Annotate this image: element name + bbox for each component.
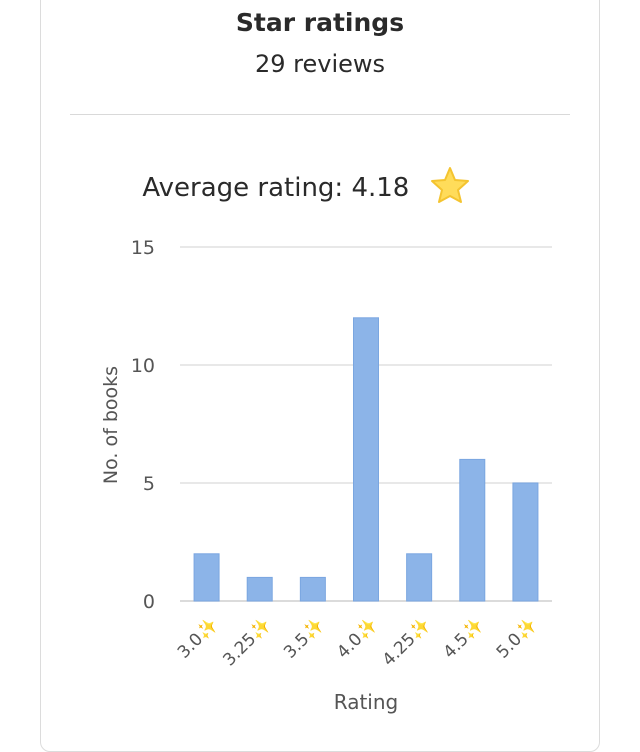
bar	[353, 317, 379, 602]
y-tick-label: 10	[131, 355, 155, 377]
y-tick-label: 15	[131, 237, 155, 259]
x-tick-label: 3.25✨	[219, 614, 275, 670]
y-tick-label: 5	[143, 473, 155, 495]
bar	[512, 482, 539, 602]
x-tick-label: 3.5✨	[280, 614, 328, 662]
card-title: Star ratings	[235, 8, 405, 37]
x-tick-label: 3.0✨	[174, 614, 222, 662]
reviews-count: 29 reviews	[254, 50, 386, 78]
bar	[193, 553, 220, 602]
star-icon	[430, 167, 469, 203]
ratings-bar-chart: 0 5 10 15 3.0✨3.25✨ 3.5✨ 4.0✨4.25✨ 4.5✨ 5.0✨ No…	[100, 237, 552, 714]
divider	[70, 114, 570, 115]
average-rating-label: Average rating: 4.18	[142, 173, 410, 203]
x-tick-label: 4.25✨	[379, 614, 435, 670]
x-tick-label: 5.0✨	[493, 614, 541, 662]
average-rating-row: Average rating: 4.18	[0, 166, 612, 204]
bar	[406, 553, 433, 602]
bar	[246, 576, 273, 602]
y-tick-label: 0	[143, 591, 155, 613]
ratings-card	[40, 0, 600, 752]
x-tick-label: 4.5✨	[440, 614, 488, 662]
bar	[459, 458, 486, 602]
y-axis-label: No. of books	[100, 366, 122, 484]
bar	[299, 576, 326, 602]
x-axis-label: Rating	[334, 690, 398, 714]
x-tick-label: 4.0✨	[333, 614, 381, 662]
